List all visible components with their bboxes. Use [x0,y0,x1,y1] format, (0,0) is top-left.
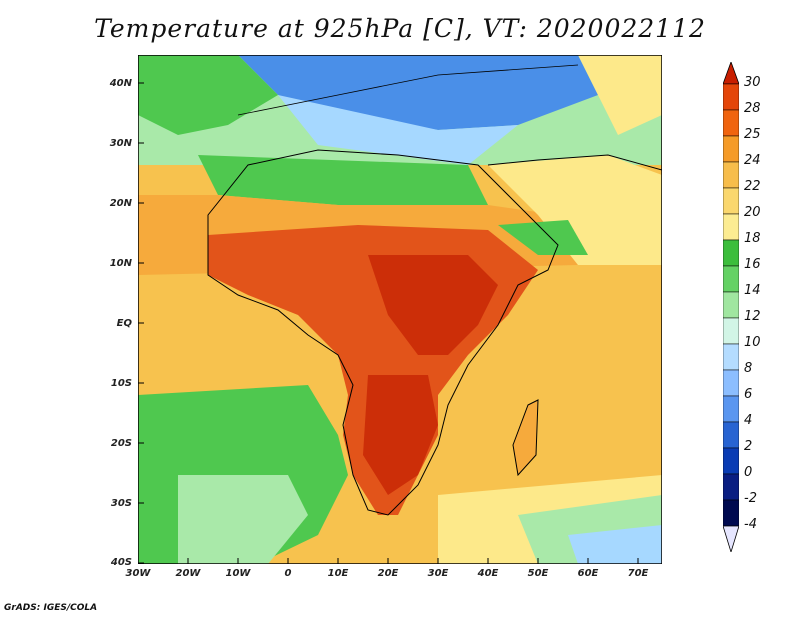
lon-label: 70E [627,568,649,579]
lat-label: 10N [109,258,132,269]
lon-label: 30W [125,568,151,579]
colorbar-label: 28 [744,101,761,116]
colorbar-label: -2 [744,491,757,506]
colorbar [723,62,739,552]
lon-label: 10W [225,568,251,579]
colorbar-label: 24 [744,153,761,168]
lat-label: 10S [110,378,132,389]
map-title: Temperature at 925hPa [C], VT: 202002211… [94,14,706,43]
lon-label: 40E [477,568,499,579]
colorbar-label: 30 [744,75,761,90]
lat-label: 30N [109,138,132,149]
colorbar-label: 20 [744,205,761,220]
credit-text: GrADS: IGES/COLA [4,603,98,613]
colorbar-label: 12 [744,309,761,324]
lat-label: 30S [110,498,132,509]
lat-label: 20S [110,438,132,449]
colorbar-label: 22 [744,179,761,194]
lat-label: 20N [109,198,132,209]
lon-label: 20E [377,568,399,579]
colorbar-label: 18 [744,231,761,246]
lon-label: 10E [327,568,349,579]
colorbar-label: 0 [744,465,753,480]
lon-label: 0 [284,568,292,579]
colorbar-label: -4 [744,517,757,532]
colorbar-label: 16 [744,257,761,272]
lon-label: 20W [175,568,201,579]
colorbar-label: 25 [744,127,761,142]
colorbar-label: 6 [744,387,753,402]
lat-label: 40S [110,557,132,568]
lon-label: 60E [577,568,599,579]
colorbar-label: 10 [744,335,761,350]
lat-label: EQ [116,318,132,329]
lon-label: 30E [427,568,449,579]
temperature-map [138,55,662,564]
colorbar-label: 8 [744,361,753,376]
colorbar-label: 4 [744,413,753,428]
colorbar-label: 14 [744,283,761,298]
colorbar-label: 2 [744,439,753,454]
lat-label: 40N [109,78,132,89]
lon-label: 50E [527,568,549,579]
